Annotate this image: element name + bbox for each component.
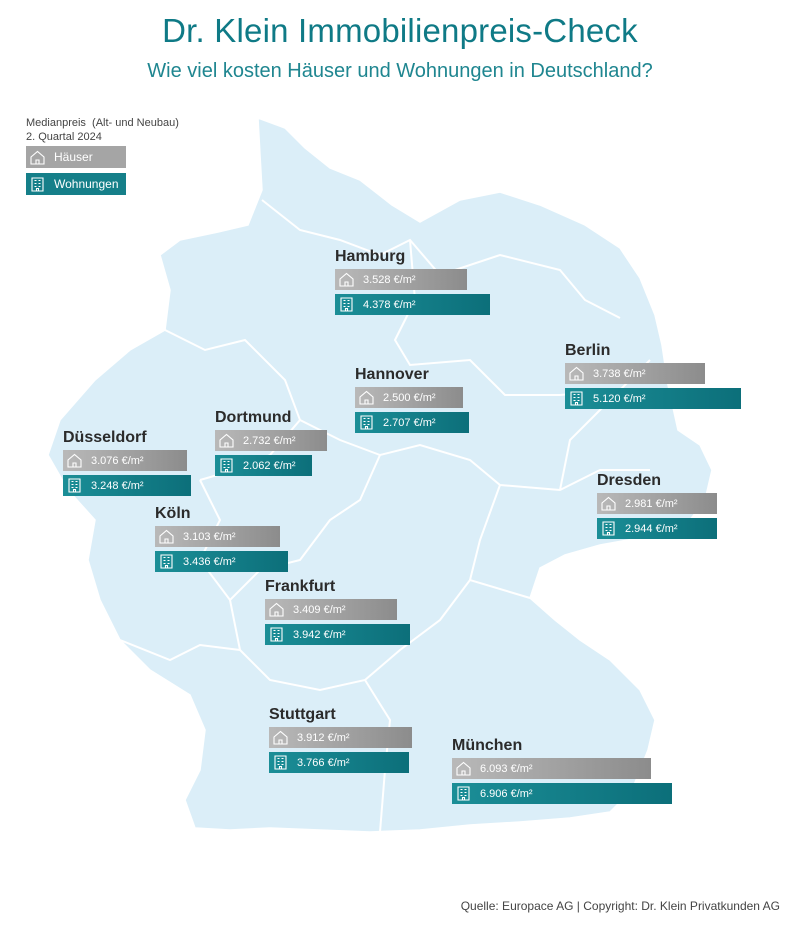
- house-icon: [272, 729, 289, 746]
- legend-flats-label: Wohnungen: [54, 177, 119, 191]
- page-title: Dr. Klein Immobilienpreis-Check: [162, 12, 638, 49]
- house-icon: [568, 365, 585, 382]
- flat-price: 3.942 €/m²: [293, 628, 346, 641]
- flat-price: 4.378 €/m²: [363, 298, 416, 311]
- house-price-bar: 3.103 €/m²: [155, 526, 280, 547]
- house-price: 3.409 €/m²: [293, 603, 346, 616]
- city-frankfurt: Frankfurt 3.409 €/m² 3.942 €/m²: [265, 578, 410, 649]
- apartment-building-icon: [29, 176, 46, 193]
- city-name: Hannover: [355, 366, 429, 383]
- house-price: 6.093 €/m²: [480, 762, 533, 775]
- apartment-building-icon: [600, 520, 617, 537]
- house-icon: [268, 601, 285, 618]
- flat-price: 3.766 €/m²: [297, 756, 350, 769]
- city-name: Berlin: [565, 342, 611, 359]
- house-price: 2.500 €/m²: [383, 391, 436, 404]
- legend-houses-label: Häuser: [54, 150, 93, 164]
- house-price: 3.076 €/m²: [91, 454, 144, 467]
- house-price: 3.103 €/m²: [183, 530, 236, 543]
- apartment-building-icon: [268, 626, 285, 643]
- legend-line-2: 2. Quartal 2024: [26, 131, 102, 143]
- city-name: München: [452, 737, 523, 754]
- flat-price-bar: 3.248 €/m²: [63, 475, 191, 496]
- house-icon: [218, 432, 235, 449]
- legend-header: Medianpreis (Alt- und Neubau) 2. Quartal…: [26, 116, 179, 144]
- apartment-building-icon: [158, 553, 175, 570]
- house-icon: [29, 149, 46, 166]
- flat-price: 5.120 €/m²: [593, 392, 646, 405]
- house-price-bar: 6.093 €/m²: [452, 758, 651, 779]
- house-price-bar: 3.528 €/m²: [335, 269, 467, 290]
- house-price: 3.912 €/m²: [297, 731, 350, 744]
- city-name: Dresden: [597, 472, 662, 489]
- house-icon: [66, 452, 83, 469]
- city-koeln: Köln 3.103 €/m² 3.436 €/m²: [155, 505, 288, 576]
- house-price-bar: 2.981 €/m²: [597, 493, 717, 514]
- city-name: Köln: [155, 505, 191, 522]
- city-hannover: Hannover 2.500 €/m² 2.707 €/m²: [355, 366, 469, 437]
- city-stuttgart: Stuttgart 3.912 €/m² 3.766 €/m²: [269, 706, 412, 777]
- apartment-building-icon: [338, 296, 355, 313]
- house-icon: [455, 760, 472, 777]
- legend-line-1: Medianpreis (Alt- und Neubau): [26, 117, 179, 129]
- city-name: Dortmund: [215, 409, 292, 426]
- house-icon: [600, 495, 617, 512]
- apartment-building-icon: [218, 457, 235, 474]
- flat-price: 2.062 €/m²: [243, 459, 296, 472]
- city-hamburg: Hamburg 3.528 €/m² 4.378 €/m²: [335, 248, 490, 319]
- apartment-building-icon: [568, 390, 585, 407]
- house-price-bar: 3.409 €/m²: [265, 599, 397, 620]
- city-dresden: Dresden 2.981 €/m² 2.944 €/m²: [597, 472, 717, 543]
- flat-price: 2.707 €/m²: [383, 416, 436, 429]
- house-price-bar: 2.500 €/m²: [355, 387, 463, 408]
- city-berlin: Berlin 3.738 €/m² 5.120 €/m²: [565, 342, 741, 413]
- house-icon: [358, 389, 375, 406]
- apartment-building-icon: [358, 414, 375, 431]
- flat-price-bar: 2.062 €/m²: [215, 455, 312, 476]
- house-price: 3.528 €/m²: [363, 273, 416, 286]
- flat-price: 2.944 €/m²: [625, 522, 678, 535]
- house-price-bar: 3.076 €/m²: [63, 450, 187, 471]
- apartment-building-icon: [66, 477, 83, 494]
- city-duesseldorf: Düsseldorf 3.076 €/m² 3.248 €/m²: [63, 429, 191, 500]
- house-icon: [338, 271, 355, 288]
- house-price-bar: 3.912 €/m²: [269, 727, 412, 748]
- flat-price-bar: 2.707 €/m²: [355, 412, 469, 433]
- flat-price-bar: 3.766 €/m²: [269, 752, 409, 773]
- city-dortmund: Dortmund 2.732 €/m² 2.062 €/m²: [215, 409, 327, 480]
- flat-price-bar: 3.436 €/m²: [155, 551, 288, 572]
- apartment-building-icon: [272, 754, 289, 771]
- flat-price-bar: 3.942 €/m²: [265, 624, 410, 645]
- house-price: 3.738 €/m²: [593, 367, 646, 380]
- flat-price-bar: 2.944 €/m²: [597, 518, 717, 539]
- flat-price-bar: 6.906 €/m²: [452, 783, 672, 804]
- city-name: Stuttgart: [269, 706, 336, 723]
- flat-price: 3.248 €/m²: [91, 479, 144, 492]
- flat-price-bar: 4.378 €/m²: [335, 294, 490, 315]
- city-name: Frankfurt: [265, 578, 336, 595]
- house-price-bar: 2.732 €/m²: [215, 430, 327, 451]
- flat-price-bar: 5.120 €/m²: [565, 388, 741, 409]
- apartment-building-icon: [455, 785, 472, 802]
- house-price-bar: 3.738 €/m²: [565, 363, 705, 384]
- house-price: 2.981 €/m²: [625, 497, 678, 510]
- source-note: Quelle: Europace AG | Copyright: Dr. Kle…: [460, 899, 780, 913]
- house-price: 2.732 €/m²: [243, 434, 296, 447]
- house-icon: [158, 528, 175, 545]
- flat-price: 3.436 €/m²: [183, 555, 236, 568]
- city-name: Düsseldorf: [63, 429, 147, 446]
- city-muenchen: München 6.093 €/m² 6.906 €/m²: [452, 737, 672, 808]
- page-subtitle: Wie viel kosten Häuser und Wohnungen in …: [147, 60, 653, 82]
- legend-flats: Wohnungen: [26, 173, 126, 195]
- legend-houses: Häuser: [26, 146, 126, 168]
- city-name: Hamburg: [335, 248, 406, 265]
- flat-price: 6.906 €/m²: [480, 787, 533, 800]
